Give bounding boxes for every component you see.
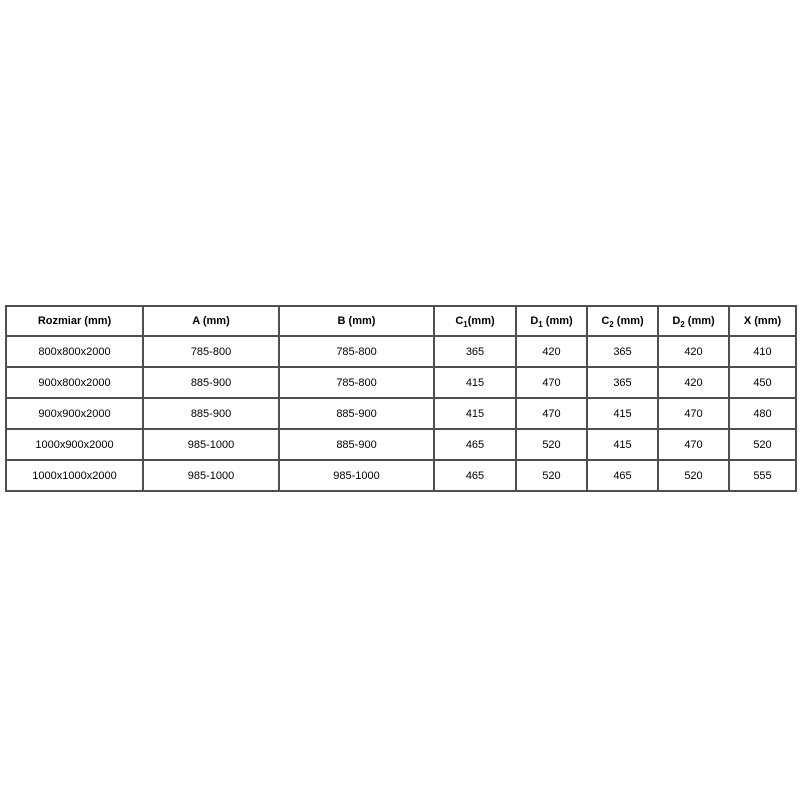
- table-cell: 885-900: [278, 397, 435, 430]
- table-cell: 1000x900x2000: [5, 428, 144, 461]
- table-cell: 470: [515, 366, 588, 399]
- table-cell: 555: [728, 459, 797, 492]
- table-cell: 470: [657, 428, 730, 461]
- table-cell: 520: [728, 428, 797, 461]
- table-cell: 415: [433, 397, 517, 430]
- table-cell: 900x900x2000: [5, 397, 144, 430]
- table-cell: 480: [728, 397, 797, 430]
- table-cell: 1000x1000x2000: [5, 459, 144, 492]
- header-cell-a: A (mm): [142, 305, 280, 337]
- table-cell: 520: [515, 459, 588, 492]
- table-cell: 985-1000: [142, 459, 280, 492]
- table-cell: 450: [728, 366, 797, 399]
- header-cell-c1: C1(mm): [433, 305, 517, 337]
- table-cell: 885-900: [142, 366, 280, 399]
- table-cell: 470: [515, 397, 588, 430]
- table-cell: 415: [586, 397, 659, 430]
- table-cell: 470: [657, 397, 730, 430]
- table-cell: 465: [586, 459, 659, 492]
- table-cell: 800x800x2000: [5, 335, 144, 368]
- table-cell: 415: [586, 428, 659, 461]
- header-cell-d2: D2 (mm): [657, 305, 730, 337]
- table-cell: 900x800x2000: [5, 366, 144, 399]
- table-cell: 465: [433, 459, 517, 492]
- table-row: 900x800x2000 885-900 785-800 415 470 365 420 45…: [5, 366, 797, 399]
- table-cell: 885-900: [142, 397, 280, 430]
- table-cell: 420: [657, 335, 730, 368]
- table-row: 900x900x2000 885-900 885-900 415 470 415 470 48…: [5, 397, 797, 430]
- table-cell: 785-800: [278, 335, 435, 368]
- table-cell: 785-800: [278, 366, 435, 399]
- table-cell: 365: [586, 335, 659, 368]
- table-cell: 415: [433, 366, 517, 399]
- table-cell: 520: [515, 428, 588, 461]
- table-cell: 985-1000: [142, 428, 280, 461]
- header-cell-b: B (mm): [278, 305, 435, 337]
- table-cell: 520: [657, 459, 730, 492]
- table-cell: 785-800: [142, 335, 280, 368]
- table-cell: 365: [586, 366, 659, 399]
- table-header-row: Rozmiar (mm) A (mm) B (mm) C1(mm) D1 (mm…: [5, 305, 797, 337]
- table-body: 800x800x2000 785-800 785-800 365 420 365 420 41…: [5, 335, 797, 492]
- table-cell: 885-900: [278, 428, 435, 461]
- table-cell: 465: [433, 428, 517, 461]
- table-cell: 420: [515, 335, 588, 368]
- table-row: 800x800x2000 785-800 785-800 365 420 365 420 41…: [5, 335, 797, 368]
- table-cell: 410: [728, 335, 797, 368]
- header-cell-x: X (mm): [728, 305, 797, 337]
- table-row: 1000x900x2000 985-1000 885-900 465 520 415 470…: [5, 428, 797, 461]
- table-cell: 365: [433, 335, 517, 368]
- table-cell: 985-1000: [278, 459, 435, 492]
- dimensions-spec-table: Rozmiar (mm) A (mm) B (mm) C1(mm) D1 (mm…: [5, 305, 797, 492]
- header-cell-c2: C2 (mm): [586, 305, 659, 337]
- table-cell: 420: [657, 366, 730, 399]
- header-cell-d1: D1 (mm): [515, 305, 588, 337]
- table-row: 1000x1000x2000 985-1000 985-1000 465 520 465 5…: [5, 459, 797, 492]
- header-cell-rozmiar: Rozmiar (mm): [5, 305, 144, 337]
